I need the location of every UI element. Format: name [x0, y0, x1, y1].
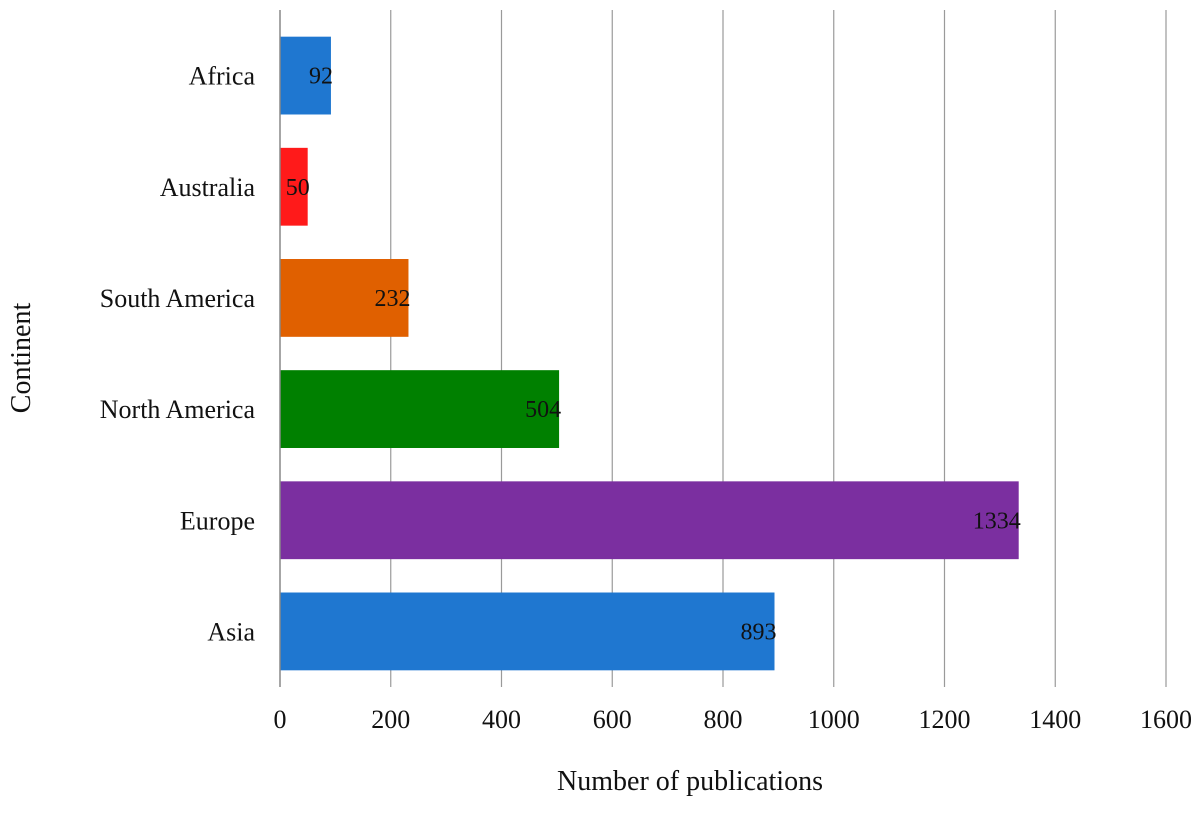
- data-label: 50: [286, 175, 310, 201]
- data-label: 232: [374, 286, 410, 312]
- x-tick-label: 800: [704, 705, 743, 734]
- x-tick-label: 1400: [1029, 705, 1081, 734]
- category-label: Asia: [207, 617, 255, 646]
- data-label: 893: [740, 619, 776, 645]
- grid-layer: [390, 10, 1167, 687]
- bar-layer: 92 50 232 504 1334 893: [280, 36, 1021, 671]
- bar: [280, 259, 409, 337]
- x-tick-label: 200: [371, 705, 410, 734]
- x-tick-label: 400: [482, 705, 521, 734]
- category-label: South America: [100, 284, 256, 313]
- bar: [280, 370, 560, 448]
- axis-layer: 0 200 400 600 800 1000 1200 1400 1600 Africa Austr…: [100, 10, 1192, 734]
- x-tick-label: 1000: [808, 705, 860, 734]
- y-axis-title: Continent: [6, 303, 37, 414]
- category-label: Australia: [160, 173, 256, 202]
- bar: [280, 36, 331, 115]
- bar: [280, 592, 775, 671]
- category-label: Africa: [189, 62, 256, 91]
- x-tick-label: 1200: [919, 705, 971, 734]
- category-label: North America: [100, 395, 256, 424]
- category-label: Europe: [180, 506, 255, 535]
- x-tick-label: 600: [593, 705, 632, 734]
- data-label: 92: [309, 64, 333, 90]
- data-label: 1334: [973, 508, 1021, 534]
- data-label: 504: [525, 397, 561, 423]
- bar: [280, 147, 308, 226]
- x-axis-title: Number of publications: [557, 766, 823, 797]
- x-tick-label: 0: [274, 705, 287, 734]
- x-tick-label: 1600: [1140, 705, 1192, 734]
- bar: [280, 481, 1019, 560]
